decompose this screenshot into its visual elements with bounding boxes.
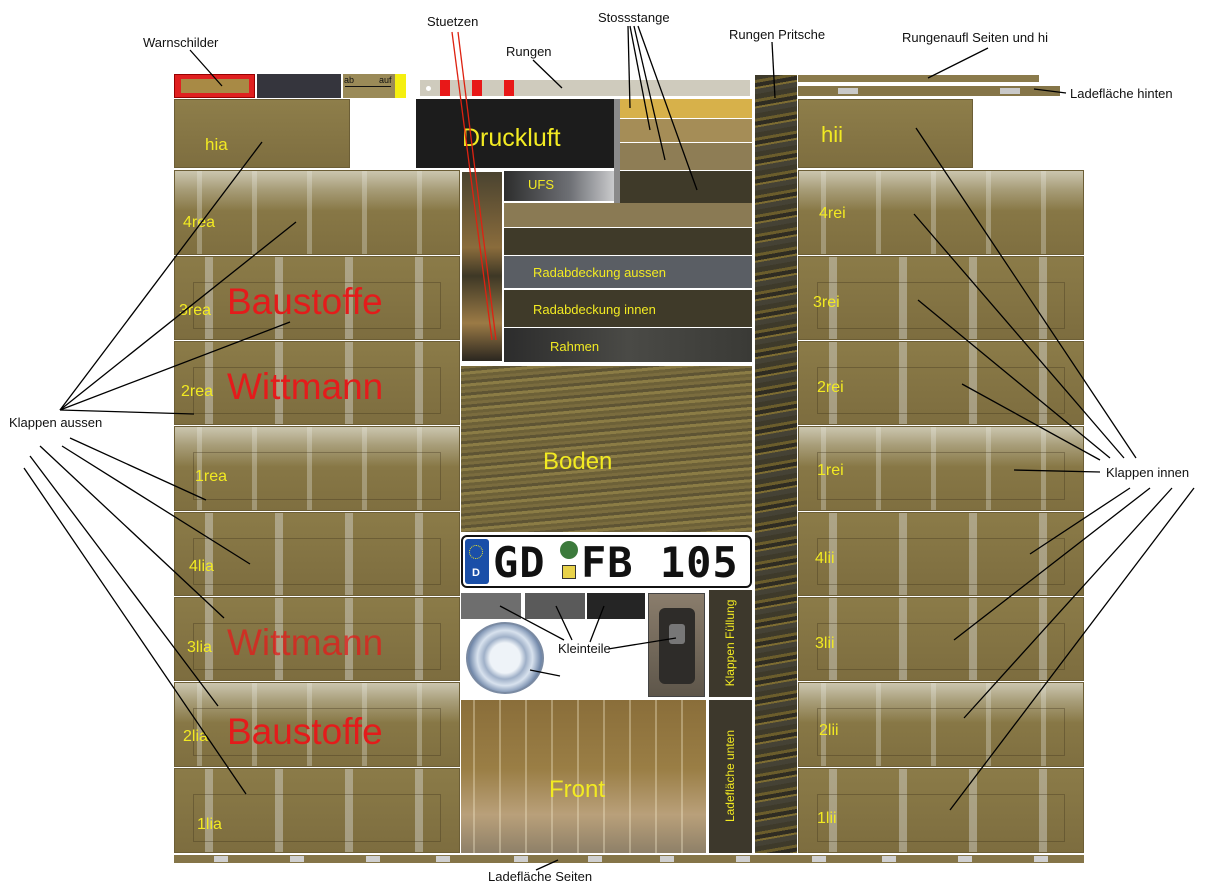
klappen-fuellung-panel: Klappen Füllung — [709, 590, 752, 697]
bolt-head-icon — [466, 622, 544, 694]
decal-wittmann-2: Wittmann — [227, 622, 384, 663]
panel-2rea-label: 2rea — [181, 383, 214, 400]
panel-4lii: 4lii — [798, 512, 1084, 596]
panel-hii-label: hii — [821, 122, 844, 147]
latch-icon — [648, 593, 705, 697]
panel-3lia: 3lia Wittmann — [174, 597, 460, 681]
callout-ladeflaeche-hinten: Ladefläche hinten — [1070, 86, 1173, 101]
kleinteile-grey-3 — [587, 593, 645, 619]
callout-klappen-aussen: Klappen aussen — [9, 415, 103, 430]
rahmen-panel: Rahmen — [504, 328, 752, 362]
panel-1rei-label: 1rei — [817, 462, 844, 479]
panel-3rea: 3rea Baustoffe — [174, 256, 460, 340]
panel-3lii: 3lii — [798, 597, 1084, 681]
panel-hia-label: hia — [205, 135, 228, 154]
druckluft-label: Druckluft — [462, 124, 561, 152]
yellow-sign — [395, 74, 406, 98]
callout-stossstange: Stossstange — [598, 10, 670, 25]
ladeflaeche-hinten-strip — [798, 86, 1060, 96]
panel-2lia-label: 2lia — [183, 728, 208, 745]
ab-auf-sign: ab auf — [343, 74, 395, 98]
leader-rungenaufl — [927, 47, 989, 79]
ladeflaeche-unten-panel: Ladefläche unten — [709, 700, 752, 853]
radabdeckung-innen-panel: Radabdeckung innen — [504, 290, 752, 327]
panel-1rea-label: 1rea — [195, 468, 228, 485]
kleinteile-grey-1 — [461, 593, 521, 619]
front-label: Front — [549, 776, 606, 803]
panel-4rei: 4rei — [798, 170, 1084, 255]
plate-text-right: FB 105 — [581, 538, 739, 587]
decal-wittmann-1: Wittmann — [227, 366, 384, 407]
panel-3lii-label: 3lii — [815, 635, 835, 652]
panel-2lia: 2lia Baustoffe — [174, 682, 460, 767]
panel-4lia: 4lia — [174, 512, 460, 596]
plate-text-left: GD — [493, 538, 546, 587]
ufs-panel: UFS — [504, 171, 614, 201]
rungenaufl-strip — [798, 75, 1039, 82]
panel-2lii-label: 2lii — [819, 722, 839, 739]
decal-baustoffe-2: Baustoffe — [227, 711, 383, 752]
plate-country: D — [472, 567, 480, 579]
boden-panel: Boden — [461, 366, 752, 532]
panel-2lii: 2lii — [798, 682, 1084, 767]
panel-2rei-label: 2rei — [817, 379, 844, 396]
panel-1lia: 1lia — [174, 768, 460, 853]
panel-1rei: 1rei — [798, 426, 1084, 511]
ladeflaeche-seiten-strip — [174, 855, 1084, 863]
radabdeckung-aussen-panel: Radabdeckung aussen — [504, 256, 752, 288]
panel-4rei-label: 4rei — [819, 205, 846, 222]
ufs-label: UFS — [528, 177, 554, 192]
panel-4rea-label: 4rea — [183, 214, 216, 231]
panel-3rei-label: 3rei — [813, 294, 840, 311]
panel-4lii-label: 4lii — [815, 550, 835, 567]
swatch-dark-1 — [504, 228, 752, 255]
rungen-pritsche-column — [755, 75, 797, 853]
callout-klappen-innen: Klappen innen — [1106, 465, 1190, 480]
klappen-fuellung-label: Klappen Füllung — [723, 599, 737, 687]
panel-3rei: 3rei — [798, 256, 1084, 340]
plate-eu-band: D — [465, 539, 489, 584]
ladeflaeche-unten-label: Ladefläche unten — [723, 729, 737, 823]
stuetzen-panel — [461, 171, 503, 362]
stossstange-swatches — [620, 99, 752, 203]
front-panel: Front — [461, 700, 706, 853]
callout-ladeflaeche-seiten: Ladefläche Seiten — [488, 869, 593, 884]
callout-rungen: Rungen — [506, 44, 552, 59]
callout-kleinteile: Kleinteile — [558, 641, 611, 656]
plate-seals — [559, 541, 579, 583]
callout-rungenaufl: Rungenaufl Seiten und hi — [902, 30, 1049, 45]
swatch-olive-1 — [504, 203, 752, 227]
panel-3lia-label: 3lia — [187, 639, 212, 656]
panel-2rea: 2rea Wittmann — [174, 341, 460, 425]
warn-sign-dark — [257, 74, 341, 98]
callout-rungen-pritsche: Rungen Pritsche — [729, 27, 826, 42]
radabdeckung-aussen-label: Radabdeckung aussen — [533, 265, 666, 280]
panel-4rea: 4rea — [174, 170, 460, 255]
panel-1lii: 1lii — [798, 768, 1084, 853]
panel-hii: hii — [798, 99, 973, 168]
boden-label: Boden — [543, 448, 613, 475]
radabdeckung-innen-label: Radabdeckung innen — [533, 302, 656, 317]
rungen-strip — [420, 80, 750, 96]
panel-hia: hia — [174, 99, 350, 168]
decal-baustoffe-1: Baustoffe — [227, 281, 383, 322]
ab-label: ab — [344, 75, 355, 85]
panel-1lii-label: 1lii — [817, 810, 837, 827]
panel-1rea: 1rea — [174, 426, 460, 511]
warnschilder-strip: ab auf — [174, 74, 406, 98]
auf-label: auf — [379, 75, 392, 85]
panel-4lia-label: 4lia — [189, 558, 214, 575]
callout-warnschilder: Warnschilder — [143, 35, 219, 50]
panel-1lia-label: 1lia — [197, 816, 222, 833]
license-plate: D GD FB 105 — [461, 535, 752, 588]
kleinteile-grey-2 — [525, 593, 585, 619]
druckluft-panel: Druckluft — [416, 99, 614, 168]
panel-2rei: 2rei — [798, 341, 1084, 425]
grey-divider — [614, 99, 620, 203]
panel-3rea-label: 3rea — [179, 302, 212, 319]
rahmen-label: Rahmen — [550, 339, 600, 354]
warn-sign-red — [174, 74, 255, 98]
callout-stuetzen: Stuetzen — [427, 14, 479, 29]
